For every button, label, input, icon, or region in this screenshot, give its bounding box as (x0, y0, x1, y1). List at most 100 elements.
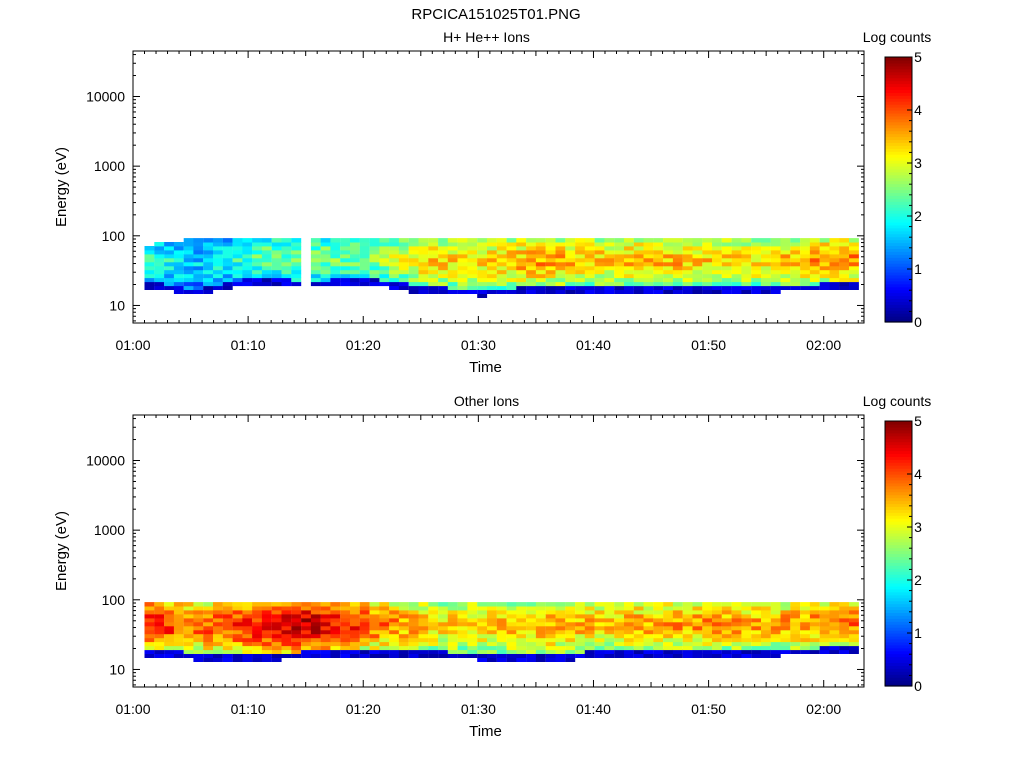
heatmap-cell (447, 250, 458, 255)
heatmap-cell (242, 257, 253, 263)
heatmap-cell (712, 250, 722, 255)
heatmap-cell (252, 253, 262, 259)
heatmap-cell (457, 242, 468, 247)
heatmap-cell (418, 246, 429, 251)
x-axis: 01:00 01:10 01:20 01:30 01:40 01:50 02:00 (115, 51, 859, 353)
heatmap-cell (213, 657, 223, 662)
colorbar-swatch (885, 612, 912, 616)
heatmap-cell (819, 238, 830, 243)
heatmap-cell (682, 238, 693, 243)
heatmap-cell (506, 645, 517, 651)
heatmap-cell (359, 629, 370, 635)
heatmap-cell (271, 602, 282, 607)
heatmap-cell (467, 289, 478, 294)
heatmap-cell (809, 621, 820, 627)
heatmap-cell (594, 617, 605, 623)
heatmap-cell (624, 653, 634, 658)
heatmap-cell (340, 645, 351, 651)
heatmap-cell (183, 277, 194, 283)
heatmap-cell (829, 602, 840, 607)
heatmap-cell (496, 285, 507, 290)
heatmap-cell (173, 273, 184, 279)
heatmap-cell (741, 250, 752, 255)
heatmap-cell (154, 637, 165, 643)
heatmap-cell (672, 238, 683, 243)
colorbar-swatch (885, 518, 912, 522)
x-tick-label: 01:40 (576, 701, 611, 717)
heatmap-cell (770, 281, 781, 287)
heatmap-cell (193, 649, 204, 654)
heatmap-cell (291, 277, 302, 283)
heatmap-cell (203, 277, 214, 283)
heatmap-cell (565, 649, 576, 654)
colorbar-swatch (885, 556, 912, 560)
heatmap-cell (751, 277, 762, 283)
heatmap-cell (761, 641, 771, 647)
colorbar-swatch (885, 101, 912, 105)
heatmap-cell (203, 246, 214, 251)
heatmap-cell (428, 649, 439, 654)
heatmap-cell (193, 641, 204, 647)
heatmap-cell (438, 625, 448, 631)
heatmap-cell (672, 629, 683, 635)
heatmap-cell (829, 614, 840, 619)
heatmap-cell (447, 242, 458, 247)
heatmap-cell (545, 649, 556, 654)
heatmap-cell (721, 269, 732, 275)
heatmap-cell (790, 257, 801, 263)
heatmap-cell (565, 625, 576, 631)
heatmap-cell (350, 281, 360, 287)
heatmap-cell (839, 242, 850, 247)
heatmap-cell (359, 653, 370, 658)
heatmap-cell (545, 621, 556, 627)
heatmap-cell (487, 285, 497, 290)
heatmap-cell (447, 625, 458, 631)
heatmap-cell (164, 246, 174, 251)
heatmap-cell (193, 289, 204, 294)
heatmap-cell (379, 614, 390, 619)
heatmap-cell (800, 621, 810, 627)
heatmap-cell (604, 242, 615, 247)
heatmap-cell (379, 250, 390, 255)
heatmap-cell (702, 261, 713, 267)
heatmap-cell (320, 653, 331, 658)
heatmap-cell (408, 614, 419, 619)
heatmap-cell (702, 273, 713, 279)
heatmap-cell (271, 625, 282, 631)
heatmap-cell (721, 273, 732, 279)
heatmap-cell (839, 250, 850, 255)
heatmap-cell (496, 257, 507, 263)
heatmap-cell (584, 610, 595, 615)
heatmap-cell (340, 617, 351, 623)
heatmap-cell (340, 602, 351, 607)
x-tick-label: 01:30 (461, 337, 496, 353)
heatmap-cell (438, 253, 448, 259)
heatmap-cell (261, 621, 272, 627)
colorbar-swatch (885, 512, 912, 516)
heatmap-cell (575, 269, 585, 275)
heatmap-cell (809, 285, 820, 290)
heatmap-cell (614, 621, 625, 627)
heatmap-cell (389, 641, 399, 647)
colorbar-swatch (885, 151, 912, 155)
heatmap-cell (633, 250, 644, 255)
heatmap-cell (761, 277, 771, 283)
heatmap-cell (144, 625, 155, 631)
heatmap-cell (653, 281, 664, 287)
heatmap-cell (369, 242, 380, 247)
heatmap-cell (477, 629, 488, 635)
heatmap-cell (359, 246, 370, 251)
heatmap-cell (213, 602, 223, 607)
heatmap-cell (379, 633, 390, 639)
heatmap-cell (702, 653, 713, 658)
heatmap-cell (692, 610, 703, 615)
heatmap-cell (252, 265, 262, 271)
heatmap-cell (350, 625, 360, 631)
colorbar-swatch (885, 98, 912, 102)
heatmap-cell (173, 621, 184, 627)
heatmap-cell (800, 285, 810, 290)
heatmap-cell (173, 269, 184, 275)
heatmap-cell (457, 645, 468, 651)
colorbar-swatch (885, 565, 912, 569)
